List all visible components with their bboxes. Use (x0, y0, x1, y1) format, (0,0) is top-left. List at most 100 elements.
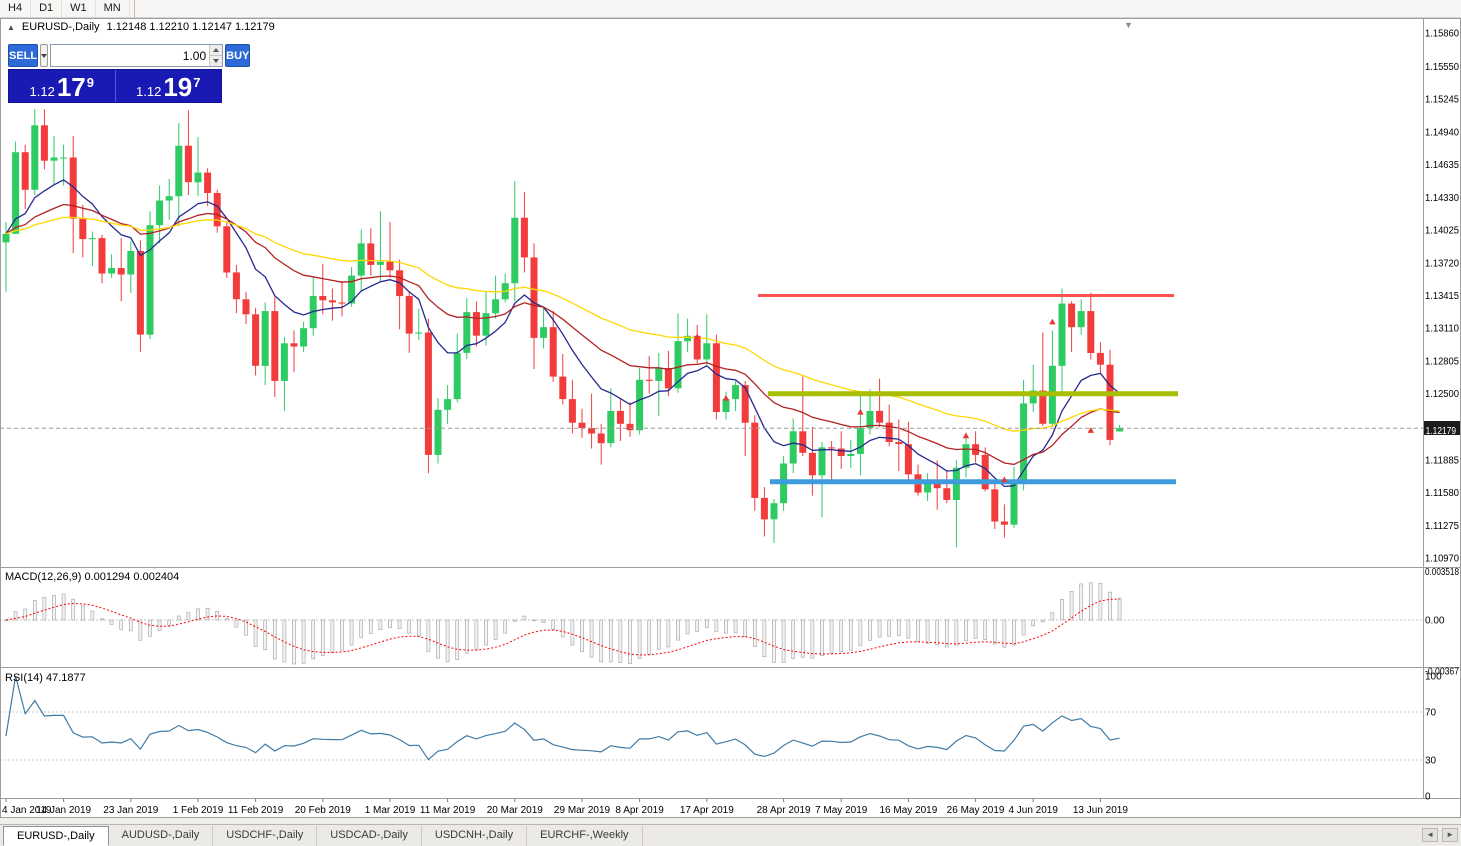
trade-marker (722, 394, 730, 401)
bid-price-prefix: 1.12 (29, 84, 55, 99)
bid-price-point: 9 (86, 75, 94, 90)
rsi-axis-label: 70 (1425, 708, 1437, 719)
date-axis-label: 8 Apr 2019 (615, 805, 664, 816)
rsi-indicator-label: RSI(14) 47.1877 (5, 672, 86, 684)
spinner-down-icon (213, 59, 220, 63)
volume-field (50, 44, 224, 67)
price-axis-label: 1.12805 (1425, 357, 1459, 368)
macd-axis-label: 0.00 (1425, 616, 1445, 627)
date-axis-label: 1 Feb 2019 (173, 805, 224, 816)
volume-input[interactable] (51, 45, 210, 66)
date-axis-label: 11 Mar 2019 (420, 805, 476, 816)
price-axis-label: 1.11580 (1425, 488, 1459, 499)
trade-marker (1049, 318, 1056, 325)
ask-price-pips: 19 (163, 72, 193, 102)
price-axis-label: 1.15860 (1425, 29, 1459, 40)
tab-usdchf-daily[interactable]: USDCHF-,Daily (213, 826, 318, 846)
price-axis-label: 1.11885 (1425, 455, 1459, 466)
trade-marker (857, 408, 864, 415)
rsi-line (5, 675, 1120, 761)
symbol-arrow-icon: ▲ (7, 22, 15, 32)
price-axis-label: 1.14330 (1425, 193, 1459, 204)
ma-line-25 (5, 203, 1120, 466)
window-bottom-strip (0, 818, 1461, 824)
price-axis-label: 1.14940 (1425, 127, 1459, 138)
price-axis-label: 1.11275 (1425, 521, 1459, 532)
ask-price-point: 7 (193, 75, 201, 90)
macd-axis-label: 0.003518 (1425, 567, 1459, 578)
price-axis-label: 1.10970 (1425, 554, 1459, 565)
rsi-axis-label: 0 (1425, 792, 1431, 803)
price-axis-label: 1.15550 (1425, 62, 1459, 73)
ask-price[interactable]: 1.12 19 7 (116, 70, 222, 102)
one-click-trading-panel: SELL BUY 1.12 17 9 1.12 19 7 (8, 44, 251, 103)
date-axis-label: 7 May 2019 (815, 805, 868, 816)
price-axis-label: 1.14635 (1425, 160, 1459, 171)
date-axis-label: 23 Jan 2019 (103, 805, 158, 816)
timeframe-toolbar: H4 D1 W1 MN (0, 0, 1461, 18)
date-axis-label: 20 Feb 2019 (295, 805, 352, 816)
caret-down-icon (41, 53, 48, 58)
tabs-scroll-left-button[interactable]: ◄ (1422, 828, 1439, 842)
timeframe-mn-button[interactable]: MN (96, 0, 130, 17)
volume-increase-button[interactable] (210, 45, 223, 55)
bid-price[interactable]: 1.12 17 9 (9, 70, 115, 102)
trade-marker (1001, 476, 1008, 483)
price-axis-label: 1.12500 (1425, 389, 1459, 400)
price-axis-label: 1.15245 (1425, 95, 1459, 106)
current-price-badge: 1.12179 (1424, 421, 1460, 435)
date-axis-label: 4 Jun 2019 (1008, 805, 1058, 816)
date-axis-label: 16 May 2019 (879, 805, 937, 816)
toolbar-separator (133, 0, 135, 17)
chart-header: ▲ EURUSD-,Daily 1.12148 1.12210 1.12147 … (7, 21, 275, 33)
rsi-axis-label: 30 (1425, 756, 1437, 767)
macd-histogram (4, 582, 1122, 665)
tabs-scroll-right-button[interactable]: ► (1442, 828, 1458, 842)
date-axis-label: 11 Feb 2019 (228, 805, 284, 816)
date-axis-label: 1 Mar 2019 (365, 805, 416, 816)
tab-eurchf-weekly[interactable]: EURCHF-,Weekly (527, 826, 643, 846)
volume-decrease-button[interactable] (210, 55, 223, 66)
price-axis-label: 1.13415 (1425, 291, 1459, 302)
price-axis-label: 1.14025 (1425, 226, 1459, 237)
trade-controls-row: SELL BUY (8, 44, 251, 67)
date-axis-label: 26 May 2019 (947, 805, 1005, 816)
chart-shift-marker-icon[interactable]: ▼ (1124, 20, 1133, 30)
tab-eurusd-daily[interactable]: EURUSD-,Daily (3, 826, 109, 846)
rsi-axis-label: 100 (1425, 672, 1442, 683)
trade-marker (1106, 424, 1114, 431)
date-axis-label: 29 Mar 2019 (554, 805, 611, 816)
bid-ask-display: 1.12 17 9 1.12 19 7 (8, 69, 222, 103)
chart-symbol-label: EURUSD-,Daily (21, 21, 100, 33)
timeframe-d1-button[interactable]: D1 (31, 0, 63, 17)
macd-axis-label: -0.00367 (1425, 666, 1459, 677)
timeframe-h4-button[interactable]: H4 (0, 0, 32, 17)
trade-marker (914, 485, 922, 491)
trade-marker (962, 432, 970, 439)
date-axis-label: 4 Jan 2019 (2, 805, 52, 816)
tabs-navigation: ◄ ► (1422, 828, 1458, 842)
date-axis-label: 20 Mar 2019 (487, 805, 544, 816)
ma-line-10 (5, 179, 1121, 488)
tab-usdcnh-daily[interactable]: USDCNH-,Daily (422, 826, 528, 846)
bid-ask-divider (114, 70, 116, 102)
ask-price-prefix: 1.12 (136, 84, 162, 99)
buy-button[interactable]: BUY (225, 44, 251, 67)
macd-indicator-label: MACD(12,26,9) 0.001294 0.002404 (5, 571, 180, 583)
timeframe-w1-button[interactable]: W1 (62, 0, 96, 17)
ma-line-50 (5, 216, 1120, 432)
trade-marker (886, 427, 893, 433)
chart-ohlc-values: 1.12148 1.12210 1.12147 1.12179 (106, 21, 275, 33)
macd-signal-line (5, 598, 1120, 656)
spinner-up-icon (213, 48, 220, 52)
tab-audusd-daily[interactable]: AUDUSD-,Daily (109, 826, 214, 846)
volume-preset-dropdown[interactable] (40, 44, 49, 67)
volume-spinner (209, 45, 223, 66)
tab-usdcad-daily[interactable]: USDCAD-,Daily (317, 826, 422, 846)
date-axis-label: 13 Jun 2019 (1073, 805, 1128, 816)
bid-price-pips: 17 (56, 72, 86, 102)
trade-marker (694, 333, 701, 340)
sell-button[interactable]: SELL (8, 44, 39, 67)
